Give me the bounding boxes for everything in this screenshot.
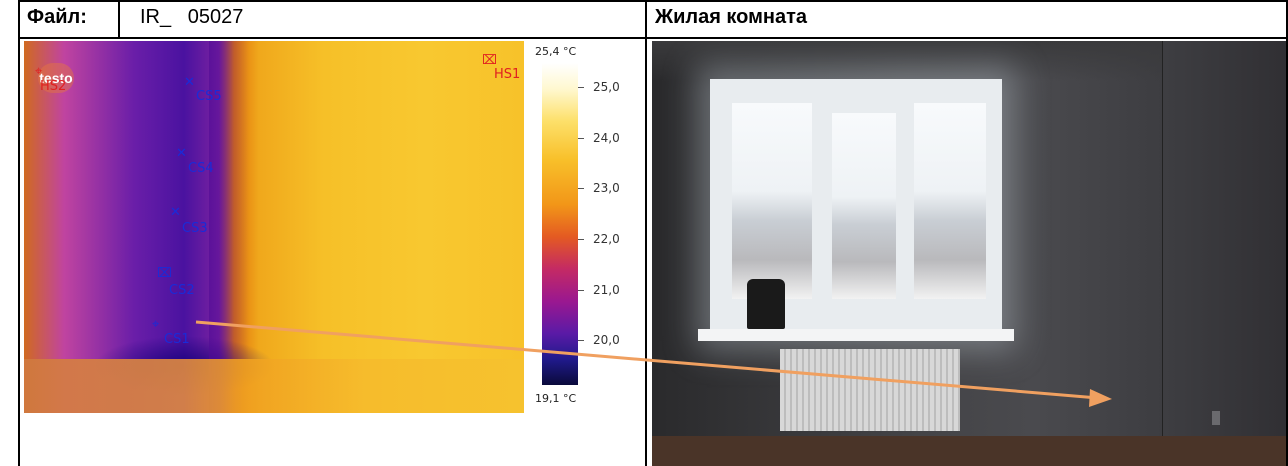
file-label: Файл:	[27, 6, 87, 28]
scale-tick-label: 21,0	[593, 283, 620, 297]
testo-logo: testo	[38, 63, 74, 93]
wall-outlet	[1212, 411, 1220, 425]
hot-spot-marker-icon: ⌧	[482, 53, 497, 68]
scale-tick-label: 25,0	[593, 80, 620, 94]
marker-hs1-label: HS1	[494, 67, 521, 82]
marker-cs3-label: CS3	[182, 221, 208, 236]
room-title: Жилая комната	[655, 6, 808, 28]
cold-spot-marker-icon: ✕	[176, 146, 187, 161]
cold-spot-marker-icon: ✕	[184, 75, 195, 90]
hot-spot-marker-icon: ⌖	[35, 64, 43, 79]
marker-cs4-label: CS4	[188, 161, 214, 176]
cold-spot-marker-icon: ⌧	[157, 266, 172, 281]
marker-cs5-label: CS5	[196, 89, 222, 104]
scale-tick-label: 22,0	[593, 232, 620, 246]
cold-spot-marker-icon: ✕	[170, 205, 181, 220]
scale-tick-label: 24,0	[593, 131, 620, 145]
marker-hs2-label: HS2	[40, 79, 67, 94]
marker-cs1-label: CS1	[164, 332, 190, 347]
room-photo	[652, 41, 1288, 466]
scale-min-label: 19,1 °C	[535, 392, 577, 405]
thermal-image: testo ⌖ HS2 ✕ CS5 ✕ CS4 ✕ CS3 ⌧ CS2 ⌖ CS…	[24, 41, 524, 413]
marker-cs2-label: CS2	[169, 283, 195, 298]
scale-tick-label: 20,0	[593, 333, 620, 347]
radiator	[780, 349, 960, 431]
scale-max-label: 25,4 °C	[535, 45, 577, 58]
cold-spot-marker-icon: ⌖	[152, 317, 160, 332]
scale-tick-label: 23,0	[593, 181, 620, 195]
file-name: IR_ 05027	[140, 6, 244, 28]
temperature-color-bar	[542, 63, 578, 385]
bag	[747, 279, 785, 329]
